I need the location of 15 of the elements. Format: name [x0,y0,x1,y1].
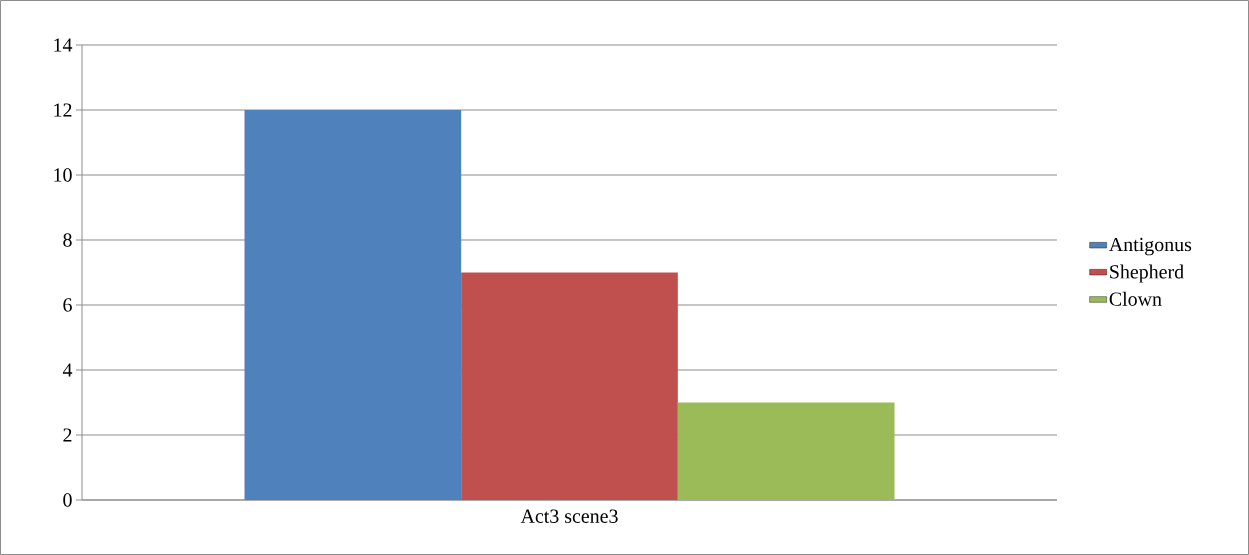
legend-label: Shepherd [1110,264,1184,283]
bar [677,402,895,500]
y-tick-label: 8 [63,233,72,247]
legend-label: Clown [1109,291,1162,306]
x-tick-label: Act3 scene3 [520,509,618,523]
y-tick-label: 2 [63,428,72,442]
bar [244,110,462,500]
y-tick-label: 6 [63,298,72,312]
y-tick-label: 0 [63,493,72,507]
bar [461,272,678,500]
y-tick-label: 14 [54,38,73,52]
legend-label: Antigonus [1109,237,1192,256]
y-tick-label: 12 [54,103,72,117]
y-tick-label: 4 [62,363,73,377]
y-tick-label: 10 [54,168,72,182]
